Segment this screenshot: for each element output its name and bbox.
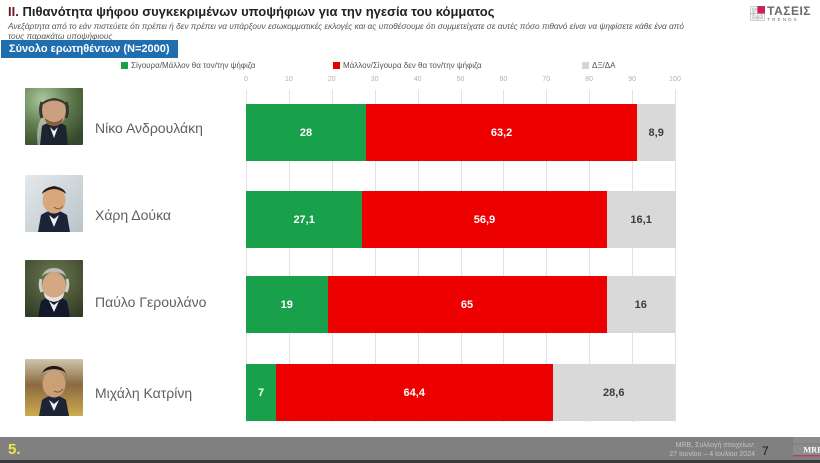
svg-text:MRB: MRB: [803, 446, 820, 455]
